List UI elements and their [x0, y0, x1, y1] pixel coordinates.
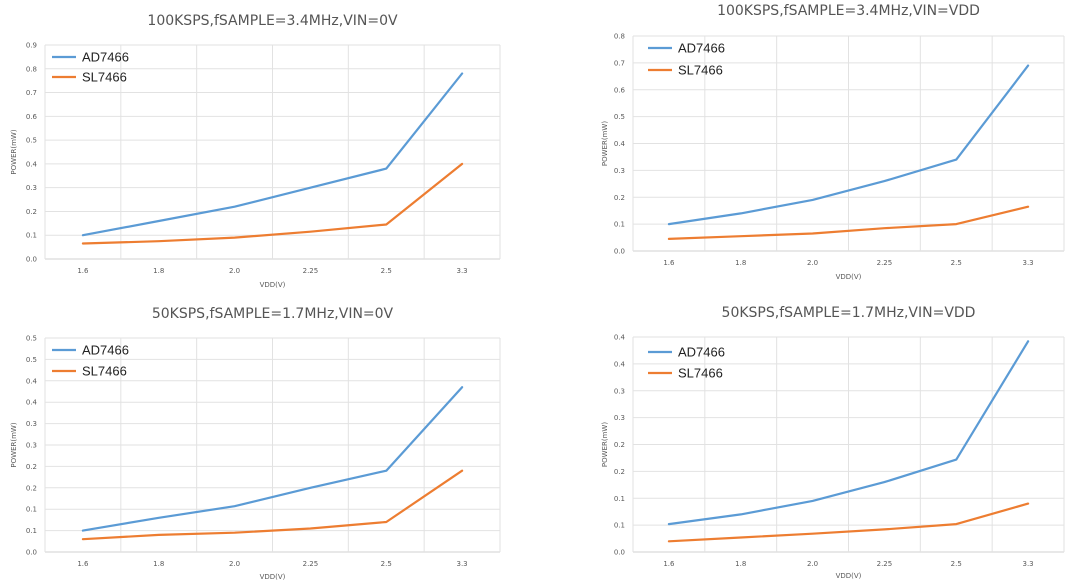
y-tick-label: 0.5 [26, 356, 37, 364]
x-tick-label: 1.8 [735, 560, 746, 568]
series-line-sl7466 [81, 162, 464, 245]
y-tick-label: 0.0 [614, 248, 625, 256]
y-tick-label: 0.3 [26, 184, 37, 192]
legend-label: AD7466 [82, 50, 129, 65]
chart-panel-2: 100KSPS,fSAMPLE=3.4MHz,VIN=VDD 0.0 0.1 0.2 0… [544, 0, 1084, 292]
x-tick-label: 2.5 [951, 259, 962, 267]
x-tick-label: 2.25 [303, 267, 319, 275]
y-tick-label: 0.3 [614, 167, 625, 175]
x-tick-label: 1.8 [735, 259, 746, 267]
legend-label: SL7466 [82, 70, 127, 85]
y-tick-label: 0.1 [614, 522, 625, 530]
chart-title: 100KSPS,fSAMPLE=3.4MHz,VIN=VDD [717, 3, 980, 19]
y-tick-label: 0.2 [26, 484, 37, 492]
y-tick-label: 0.5 [614, 113, 625, 121]
chart-svg: 100KSPS,fSAMPLE=3.4MHz,VIN=VDD 0.0 0.1 0.2 0… [601, 3, 1065, 281]
y-tick-label: 0.8 [614, 33, 625, 41]
y-tick-label: 0.2 [614, 441, 625, 449]
chart-panel-1: 100KSPS,fSAMPLE=3.4MHz,VIN=0V 0.0 0.1 0.2 0.… [0, 0, 540, 292]
x-axis-label: VDD(V) [836, 572, 862, 580]
x-axis-label: VDD(V) [260, 573, 286, 581]
legend-label: SL7466 [82, 364, 127, 379]
y-tick-label: 0.4 [26, 160, 38, 168]
chart-panel-3: 50KSPS,fSAMPLE=1.7MHz,VIN=0V 0.0 0.1 0.1 0.2… [0, 293, 540, 583]
y-tick-label: 0.2 [26, 463, 37, 471]
legend-label: SL7466 [678, 63, 723, 78]
x-tick-label: 2.0 [229, 560, 240, 568]
y-tick-label: 0.0 [26, 549, 37, 557]
y-tick-label: 0.4 [614, 360, 626, 368]
x-tick-label: 1.6 [77, 267, 89, 275]
chart-title: 50KSPS,fSAMPLE=1.7MHz,VIN=0V [152, 306, 394, 322]
y-axis-label: POWER(mW) [10, 129, 18, 174]
x-tick-label: 2.5 [951, 560, 962, 568]
x-tick-label: 2.25 [877, 560, 893, 568]
y-tick-label: 0.2 [26, 208, 37, 216]
x-tick-label: 1.8 [153, 560, 164, 568]
x-tick-label: 2.0 [807, 259, 818, 267]
y-tick-label: 0.3 [614, 414, 625, 422]
y-tick-label: 0.3 [614, 387, 625, 395]
chart-svg: 50KSPS,fSAMPLE=1.7MHz,VIN=VDD 0.0 0.1 0.1 0.… [601, 305, 1065, 580]
series-line-ad7466 [667, 340, 1030, 526]
chart-title: 50KSPS,fSAMPLE=1.7MHz,VIN=VDD [722, 305, 976, 321]
x-tick-label: 2.25 [303, 560, 319, 568]
legend-label: AD7466 [82, 343, 129, 358]
y-axis-label: POWER(mW) [10, 422, 18, 467]
y-tick-label: 0.2 [614, 194, 625, 202]
y-tick-label: 0.4 [26, 377, 38, 385]
legend-label: AD7466 [678, 41, 725, 56]
x-tick-label: 2.5 [381, 560, 392, 568]
y-tick-label: 0.0 [26, 256, 37, 264]
x-tick-label: 1.6 [663, 560, 675, 568]
y-axis-label: POWER(mW) [601, 121, 609, 166]
x-tick-label: 3.3 [1023, 560, 1034, 568]
y-tick-label: 0.6 [26, 113, 38, 121]
series-line-ad7466 [81, 386, 464, 532]
y-tick-label: 0.5 [26, 335, 37, 343]
x-tick-label: 1.8 [153, 267, 164, 275]
y-tick-label: 0.7 [614, 59, 625, 67]
y-tick-label: 0.1 [26, 506, 37, 514]
y-tick-label: 0.4 [614, 334, 626, 342]
x-tick-label: 3.3 [457, 560, 468, 568]
chart-svg: 100KSPS,fSAMPLE=3.4MHz,VIN=0V 0.0 0.1 0.2 0.… [10, 13, 501, 289]
y-tick-label: 0.4 [26, 399, 38, 407]
legend-label: AD7466 [678, 345, 725, 360]
series-line-sl7466 [81, 469, 464, 541]
x-tick-label: 3.3 [1023, 259, 1034, 267]
y-tick-label: 0.4 [614, 140, 626, 148]
y-tick-label: 0.7 [26, 89, 37, 97]
x-tick-label: 2.0 [229, 267, 240, 275]
x-tick-label: 1.6 [663, 259, 675, 267]
y-tick-label: 0.8 [26, 65, 37, 73]
y-tick-label: 0.3 [26, 442, 37, 450]
x-axis-label: VDD(V) [836, 273, 862, 281]
series-line-ad7466 [667, 64, 1030, 226]
y-tick-label: 0.3 [26, 420, 37, 428]
y-tick-label: 0.1 [614, 221, 625, 229]
y-tick-label: 0.1 [614, 495, 625, 503]
y-tick-label: 0.9 [26, 42, 37, 50]
series-line-ad7466 [81, 72, 464, 237]
series-line-sl7466 [667, 502, 1030, 543]
y-tick-label: 0.2 [614, 468, 625, 476]
series-line-sl7466 [667, 205, 1030, 240]
y-tick-label: 0.1 [26, 232, 37, 240]
chart-svg: 50KSPS,fSAMPLE=1.7MHz,VIN=0V 0.0 0.1 0.1 0.2… [10, 306, 501, 581]
x-tick-label: 2.0 [807, 560, 818, 568]
legend-label: SL7466 [678, 366, 723, 381]
x-axis-label: VDD(V) [260, 281, 286, 289]
y-tick-label: 0.0 [614, 549, 625, 557]
y-tick-label: 0.1 [26, 527, 37, 535]
x-tick-label: 2.5 [381, 267, 392, 275]
x-tick-label: 2.25 [877, 259, 893, 267]
y-axis-label: POWER(mW) [601, 422, 609, 467]
x-tick-label: 1.6 [77, 560, 89, 568]
y-tick-label: 0.5 [26, 137, 37, 145]
y-tick-label: 0.6 [614, 86, 626, 94]
chart-panel-4: 50KSPS,fSAMPLE=1.7MHz,VIN=VDD 0.0 0.1 0.1 0.… [544, 293, 1084, 583]
chart-title: 100KSPS,fSAMPLE=3.4MHz,VIN=0V [147, 13, 398, 29]
x-tick-label: 3.3 [457, 267, 468, 275]
